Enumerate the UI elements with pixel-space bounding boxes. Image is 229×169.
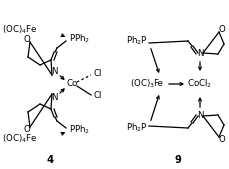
Text: (OC)$_3$: (OC)$_3$ (130, 78, 155, 90)
Text: Cl: Cl (94, 69, 102, 78)
Text: (OC)$_4$Fe: (OC)$_4$Fe (2, 24, 38, 36)
Text: 9: 9 (174, 155, 181, 165)
Text: N: N (51, 67, 57, 77)
Text: O: O (24, 125, 30, 134)
Text: N: N (197, 50, 203, 58)
Text: O: O (219, 25, 225, 33)
Text: PPh$_2$: PPh$_2$ (69, 33, 90, 45)
Text: Cl: Cl (94, 91, 102, 101)
Text: (OC)$_4$Fe: (OC)$_4$Fe (2, 133, 38, 145)
Text: Fe: Fe (153, 79, 163, 89)
Text: N: N (51, 92, 57, 102)
Text: O: O (219, 136, 225, 144)
Text: 4: 4 (46, 155, 54, 165)
Text: O: O (24, 35, 30, 44)
Text: PPh$_2$: PPh$_2$ (69, 124, 90, 136)
Text: Ph$_2$P: Ph$_2$P (126, 35, 148, 47)
Text: Ph$_2$P: Ph$_2$P (126, 122, 148, 134)
Text: Co: Co (66, 79, 78, 89)
Text: CoCl$_2$: CoCl$_2$ (188, 78, 213, 90)
Text: N: N (197, 111, 203, 119)
